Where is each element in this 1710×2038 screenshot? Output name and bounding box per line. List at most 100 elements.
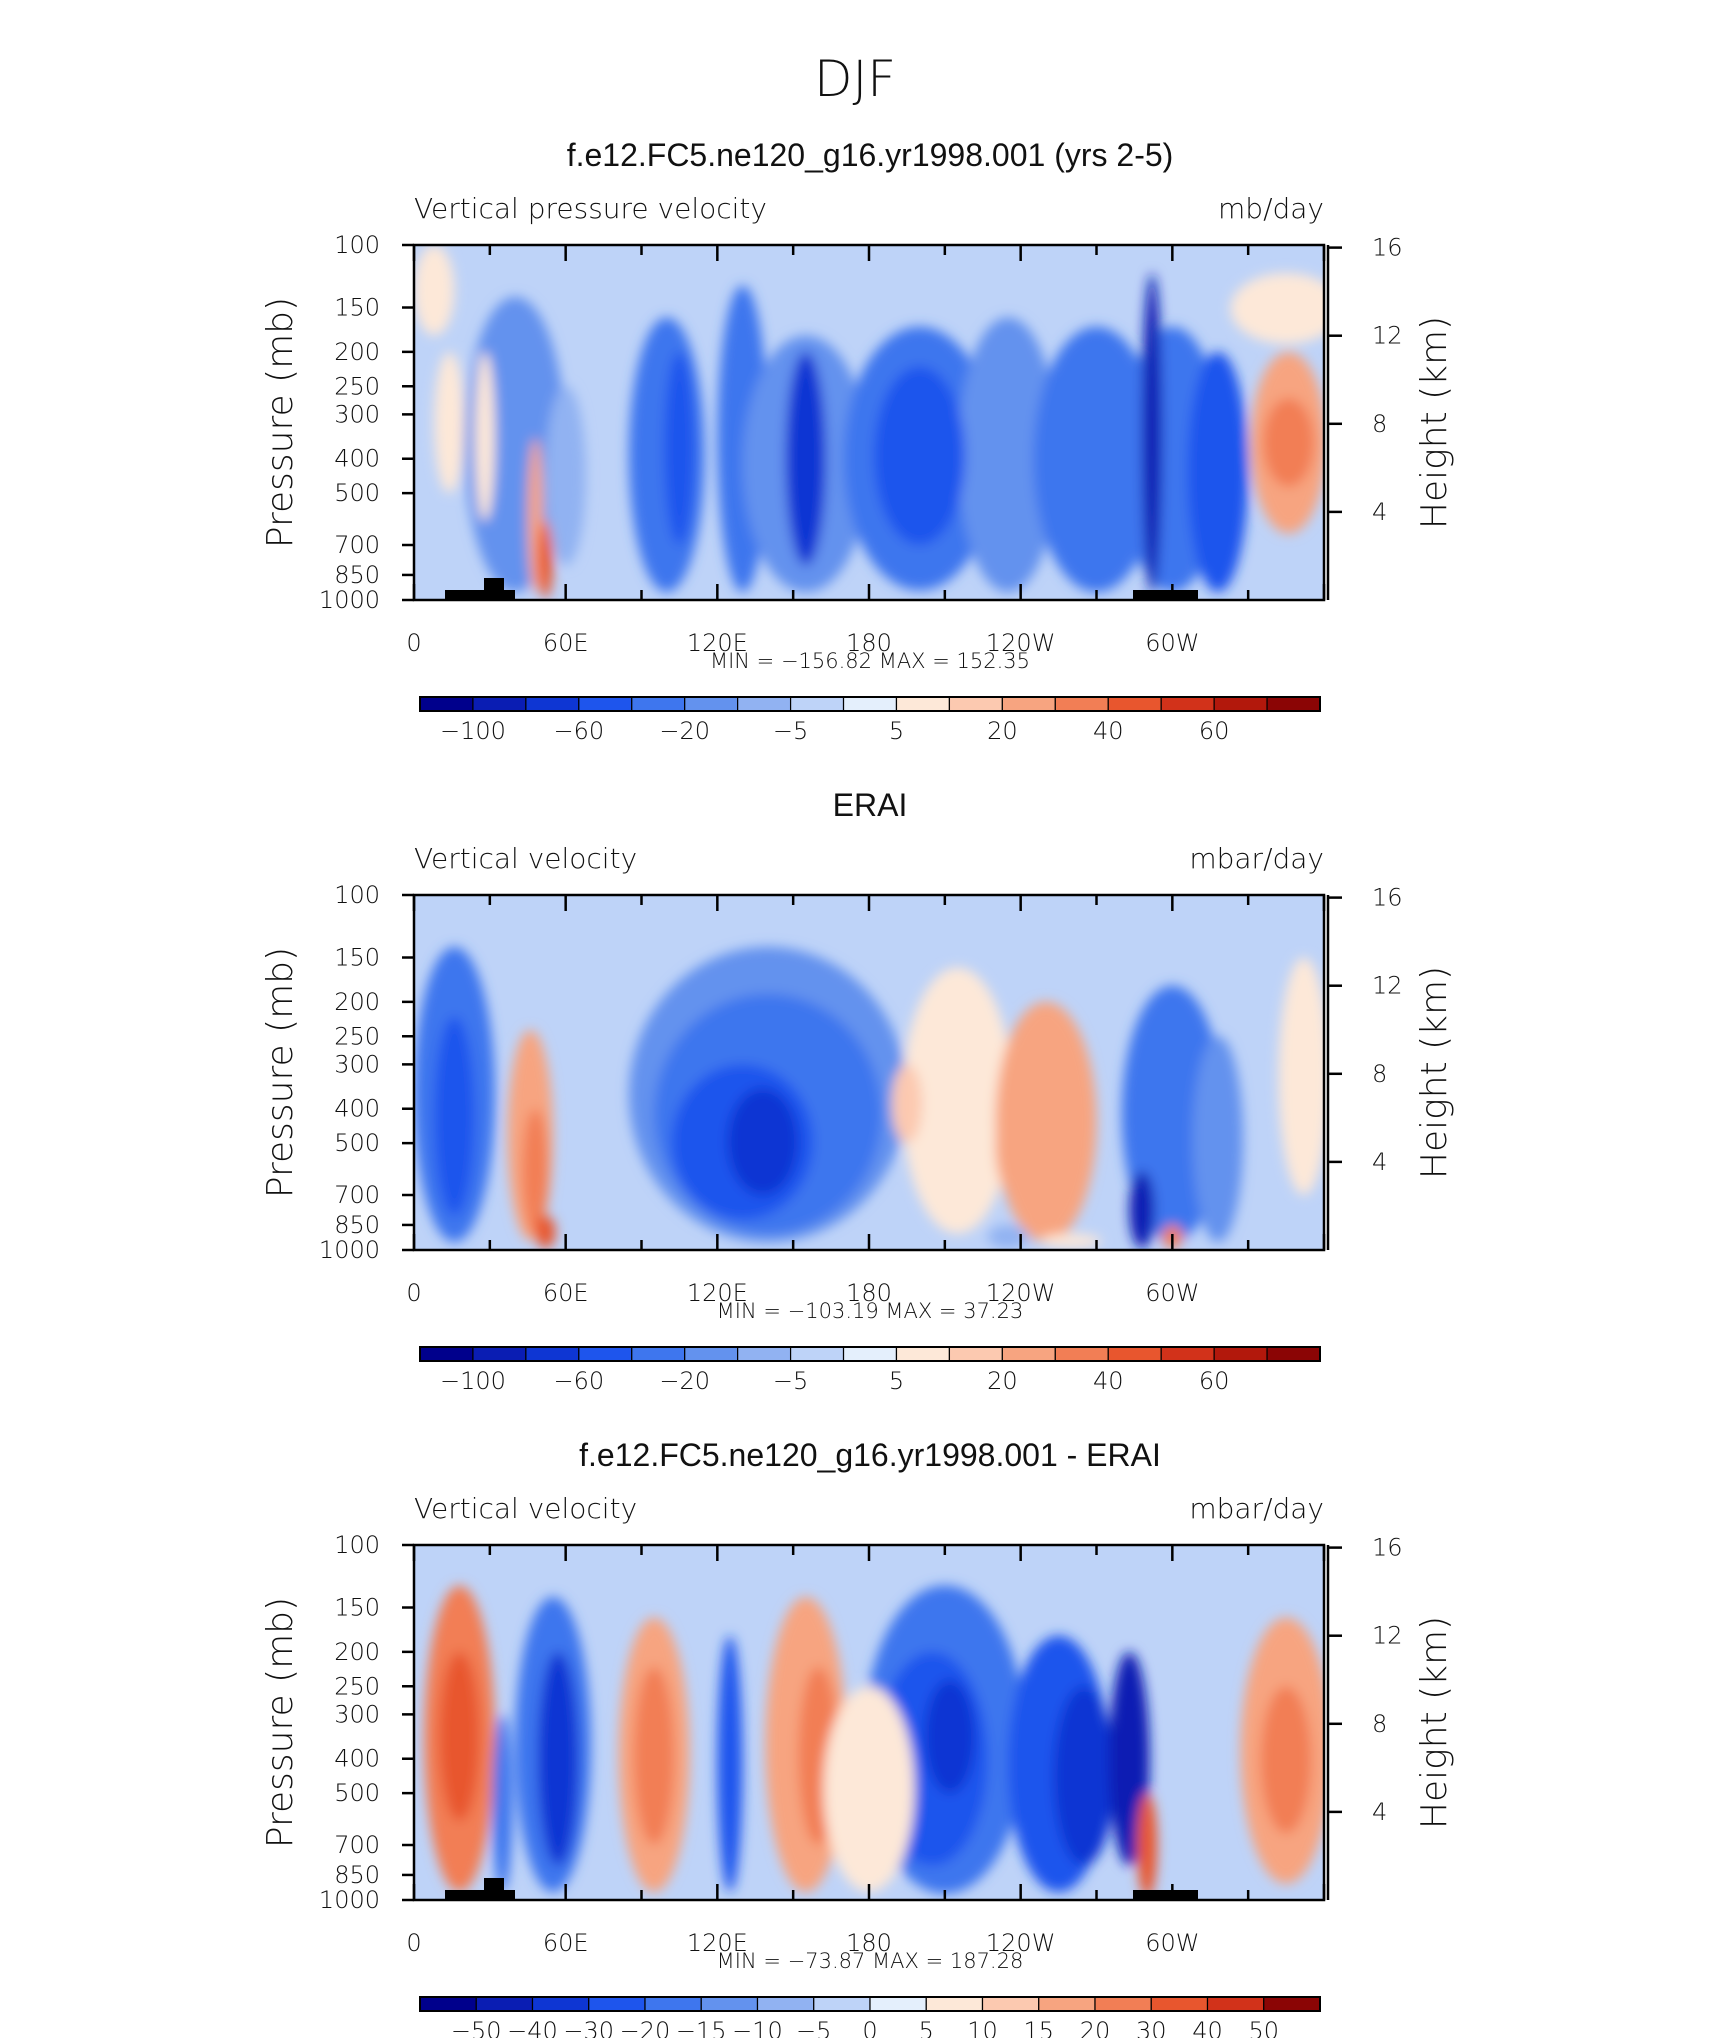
contour-region [957,317,1059,593]
y-tick-label: 500 [334,479,380,507]
colorbar-swatch [948,1346,1003,1362]
y-tick-label: 400 [334,1745,380,1773]
y-tick-label: 400 [334,445,380,473]
colorbar-swatch [1038,1996,1096,2012]
colorbar-label: 40 [1093,717,1124,745]
contour-region [492,1714,513,1893]
colorbar-label: −10 [732,2017,783,2038]
contour-region [1040,1233,1102,1249]
contour-region [537,521,554,599]
height-tick-label: 4 [1372,498,1387,526]
colorbar-swatch [1054,1346,1109,1362]
x-tick-label: 0 [406,1929,421,1957]
x-tick-label: 120W [986,1279,1056,1307]
colorbar-swatch [1094,1996,1152,2012]
panel-2: ERAI Vertical velocity mbar/day 0 60E 120E 180… [260,787,1455,1395]
colorbar-label: 20 [1080,2017,1111,2038]
x-tick-label: 0 [406,629,421,657]
topography-africa-peak [484,578,504,600]
colorbar-swatch [631,1346,686,1362]
height-tick-label: 4 [1372,1148,1387,1176]
contour-region [1053,1686,1115,1866]
contour-region [995,1074,1072,1216]
figure-suptitle: DJF [814,50,896,108]
contour-region [717,1635,743,1893]
colorbar-swatch [1107,1346,1162,1362]
y-tick-label: 850 [334,1211,380,1239]
colorbar-label: 60 [1199,1367,1230,1395]
x-tick-label: 60E [543,1279,589,1307]
contour-region [434,351,465,494]
colorbar-swatch [1213,696,1268,712]
colorbar-label: 10 [967,2017,998,2038]
panel-3: f.e12.FC5.ne120_g16.yr1998.001 - ERAI Ver… [260,1437,1455,2038]
height-axis-label: Height (km) [1414,316,1455,529]
colorbar-swatch [789,1346,845,1362]
colorbar-label: −50 [451,2017,502,2038]
colorbar-label: 5 [889,1367,904,1395]
colorbar: −50 −40 −30 −20 −15 −10 −5 0 5 10 15 20 30 40 50 [419,1996,1321,2038]
y-tick-label: 100 [334,231,380,259]
panel-units-label: mbar/day [1189,1492,1324,1525]
contour-region [439,1651,480,1822]
x-tick-label: 120E [687,1929,748,1957]
y-tick-label: 500 [334,1129,380,1157]
x-tick-label: 180 [846,1929,892,1957]
y-tick-label: 300 [334,1700,380,1728]
x-tick-label: 180 [846,1279,892,1307]
colorbar-label: −60 [553,717,604,745]
colorbar-swatch [472,696,527,712]
panel-title: ERAI [833,787,908,823]
contour-region [434,1016,475,1216]
colorbar-swatch [684,1346,739,1362]
contour-region [1192,1036,1244,1243]
contour-region [727,1088,799,1196]
colorbar-swatch [525,696,580,712]
panel-left-label: Vertical velocity [414,1492,637,1525]
colorbar-swatch [737,696,792,712]
y-tick-label: 700 [334,1181,380,1209]
contour-field [414,946,1324,1249]
x-tick-label: 60E [543,1929,589,1957]
y-tick-label: 1000 [319,1886,380,1914]
panel-units-label: mbar/day [1189,842,1324,875]
y-tick-label: 150 [334,294,380,322]
height-tick-label: 8 [1372,410,1387,438]
contour-region [874,366,966,546]
colorbar-label: 20 [987,717,1018,745]
colorbar-frame [419,1346,1321,1362]
y-tick-label: 200 [334,338,380,366]
colorbar-swatch [1107,696,1162,712]
colorbar-swatch [419,696,474,712]
colorbar-swatch [1213,1346,1268,1362]
y-tick-label: 100 [334,1531,380,1559]
y-tick-label: 250 [334,372,380,400]
colorbar-swatch [475,1996,534,2012]
contour-region [1033,326,1160,593]
y-tick-label: 200 [334,1638,380,1666]
panel-1: f.e12.FC5.ne120_g16.yr1998.001 (yrs 2-5)… [260,137,1455,745]
contour-field [424,1585,1324,1899]
contour-region [1187,351,1249,593]
y-axis-label: Pressure (mb) [260,297,301,548]
height-tick-label: 12 [1372,972,1403,1000]
x-tick-label: 60E [543,629,589,657]
colorbar-label: −20 [620,2017,671,2038]
colorbar-swatch [531,1996,590,2012]
colorbar-swatch [789,696,845,712]
height-tick-label: 16 [1372,234,1403,262]
contour-region [1278,957,1324,1195]
colorbar-swatch [578,1346,633,1362]
y-tick-label: 200 [334,988,380,1016]
y-tick-label: 1000 [319,586,380,614]
colorbar-swatch [925,1996,984,2012]
topography-africa-peak [484,1878,504,1900]
panel-units-label: mb/day [1218,192,1324,225]
contour-region [1129,1171,1155,1249]
min-max-stats: MIN = −156.82 MAX = 152.35 [710,649,1030,673]
topography-south-america [1133,1890,1198,1900]
colorbar-label: −60 [553,1367,604,1395]
contour-region [537,1651,579,1866]
colorbar-swatch [895,1346,951,1362]
x-tick-label: 0 [406,1279,421,1307]
